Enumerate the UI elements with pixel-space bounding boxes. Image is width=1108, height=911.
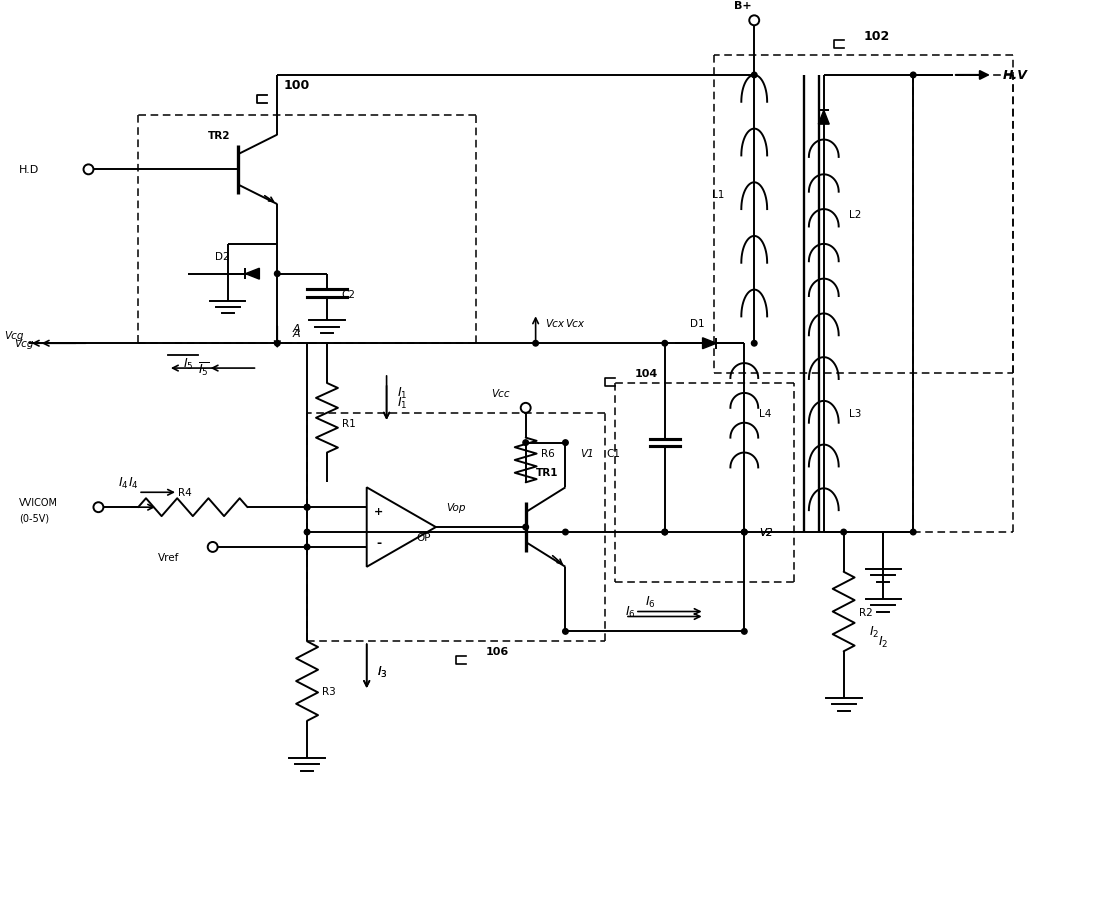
Circle shape — [563, 440, 568, 445]
Circle shape — [523, 525, 529, 530]
Text: R2: R2 — [859, 607, 872, 617]
Text: 104: 104 — [635, 369, 658, 379]
Circle shape — [563, 629, 568, 634]
Text: 100: 100 — [284, 79, 310, 92]
Text: I$_6$: I$_6$ — [625, 604, 636, 619]
Text: I$_3$: I$_3$ — [377, 664, 388, 679]
Text: L1: L1 — [712, 190, 725, 200]
Text: TR1: TR1 — [535, 468, 558, 478]
Text: VVICOM: VVICOM — [19, 497, 58, 507]
Circle shape — [275, 271, 280, 277]
Text: C1: C1 — [606, 448, 620, 458]
Circle shape — [305, 505, 310, 510]
Circle shape — [911, 73, 916, 78]
Text: I$_4$: I$_4$ — [129, 476, 138, 490]
Text: Vcx: Vcx — [545, 319, 565, 329]
Text: I$_4$: I$_4$ — [119, 476, 130, 490]
Text: V2: V2 — [759, 527, 773, 537]
Circle shape — [305, 505, 310, 510]
Text: I$_1$: I$_1$ — [397, 386, 407, 401]
Text: 102: 102 — [863, 30, 890, 43]
Text: +: + — [375, 507, 383, 517]
Text: -: - — [376, 537, 381, 550]
Circle shape — [751, 341, 757, 346]
Text: L4: L4 — [759, 408, 771, 418]
Text: Vop: Vop — [447, 503, 465, 513]
Text: V1: V1 — [581, 448, 594, 458]
Circle shape — [741, 529, 747, 536]
Text: (0-5V): (0-5V) — [19, 513, 49, 523]
Polygon shape — [246, 269, 259, 280]
Text: L3: L3 — [849, 408, 861, 418]
Text: R3: R3 — [322, 686, 336, 696]
Text: D2: D2 — [215, 251, 230, 261]
Circle shape — [741, 529, 747, 536]
Text: R6: R6 — [541, 448, 554, 458]
Text: L2: L2 — [849, 210, 861, 220]
Text: R4: R4 — [178, 487, 192, 497]
Circle shape — [661, 529, 668, 536]
Text: H.D: H.D — [19, 165, 39, 175]
Text: C2: C2 — [342, 289, 356, 299]
Text: $\overline{I_5}$: $\overline{I_5}$ — [198, 360, 209, 377]
Circle shape — [741, 629, 747, 634]
Circle shape — [661, 341, 668, 346]
Text: I$_1$: I$_1$ — [397, 396, 407, 411]
Text: D1: D1 — [689, 319, 705, 329]
Text: I$_2$: I$_2$ — [869, 624, 879, 640]
Text: Vcc: Vcc — [491, 388, 510, 398]
Text: I$_3$: I$_3$ — [377, 664, 388, 679]
Circle shape — [305, 529, 310, 536]
Circle shape — [275, 341, 280, 346]
Text: Vcg: Vcg — [4, 331, 24, 341]
Text: A: A — [293, 324, 300, 334]
Text: I$_2$: I$_2$ — [879, 634, 889, 650]
Text: TR2: TR2 — [207, 130, 230, 140]
Text: B+: B+ — [735, 2, 752, 11]
Text: OP: OP — [417, 532, 431, 542]
Text: 106: 106 — [486, 647, 510, 657]
Text: H.V: H.V — [1003, 69, 1027, 82]
Circle shape — [563, 529, 568, 536]
Circle shape — [841, 529, 847, 536]
Circle shape — [533, 341, 538, 346]
Text: Vcx: Vcx — [565, 319, 584, 329]
Circle shape — [911, 529, 916, 536]
Text: R1: R1 — [342, 418, 356, 428]
Text: Vref: Vref — [158, 552, 179, 562]
Polygon shape — [702, 338, 717, 349]
Text: I$_6$: I$_6$ — [645, 594, 656, 609]
Polygon shape — [819, 111, 829, 125]
Text: A: A — [293, 329, 300, 339]
Text: V2: V2 — [759, 527, 773, 537]
Text: I$_5$: I$_5$ — [183, 356, 194, 372]
Text: Vcg: Vcg — [14, 339, 33, 349]
Circle shape — [661, 529, 668, 536]
Circle shape — [523, 440, 529, 445]
Circle shape — [751, 73, 757, 78]
Circle shape — [305, 545, 310, 550]
